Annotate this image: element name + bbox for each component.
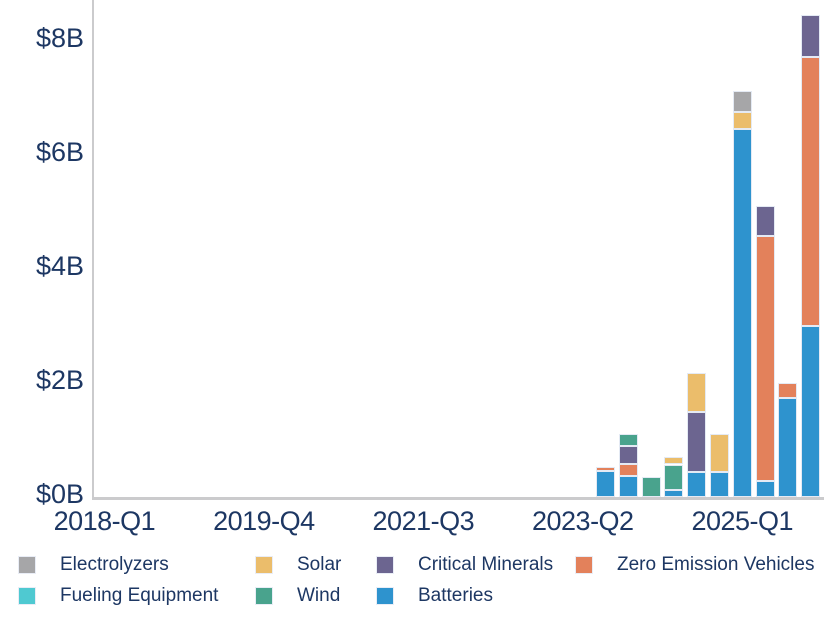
legend-swatch-wind (255, 587, 273, 605)
x-tick-label-2019-q4: 2019-Q4 (213, 506, 315, 536)
bar-segment-solar-2024-q2 (664, 456, 684, 465)
legend-swatch-critical-minerals (376, 556, 394, 574)
legend-label-fueling-equipment: Fueling Equipment (60, 585, 219, 606)
x-axis-line (92, 497, 824, 500)
bar-segment-critical-minerals-2024-q3 (687, 412, 707, 472)
bar-segment-solar-2025-q1 (732, 112, 752, 130)
bar-segment-batteries-2025-q1 (732, 129, 752, 497)
y-tick-label-4b: $4B (35, 251, 84, 281)
bar-segment-zero-emission-vehicles-2025-q3 (778, 383, 798, 398)
legend-swatch-fueling-equipment (18, 587, 36, 605)
bar-segment-batteries-2023-q4 (618, 475, 638, 497)
legend-label-zero-emission-vehicles: Zero Emission Vehicles (617, 554, 815, 575)
x-tick-label-2023-q2: 2023-Q2 (532, 506, 634, 536)
bar-segment-wind-2024-q1 (641, 477, 661, 497)
y-tick-label-0b: $0B (35, 479, 84, 509)
legend-label-batteries: Batteries (418, 585, 493, 606)
legend-label-wind: Wind (297, 585, 341, 606)
x-tick-label-2021-q3: 2021-Q3 (372, 506, 475, 536)
bar-segment-batteries-2024-q3 (687, 471, 707, 497)
bar-segment-wind-2023-q4 (618, 433, 638, 446)
bar-segment-batteries-2025-q2 (755, 481, 775, 497)
y-tick-label-6b: $6B (35, 137, 84, 167)
y-axis-line (92, 0, 94, 499)
bar-segment-zero-emission-vehicles-2025-q4 (801, 56, 821, 326)
y-tick-label-8b: $8B (35, 23, 84, 53)
bar-segment-batteries-2024-q4 (709, 471, 729, 497)
bar-segment-critical-minerals-2025-q4 (801, 14, 821, 57)
legend-swatch-batteries (376, 587, 394, 605)
bar-segment-solar-2024-q4 (709, 433, 729, 472)
bar-segment-batteries-2024-q2 (664, 490, 684, 497)
bar-segment-critical-minerals-2023-q4 (618, 445, 638, 464)
bar-segment-wind-2024-q2 (664, 464, 684, 491)
bar-segment-zero-emission-vehicles-2023-q4 (618, 463, 638, 476)
legend-label-critical-minerals: Critical Minerals (418, 554, 554, 575)
legend-swatch-solar (255, 556, 273, 574)
bar-segment-critical-minerals-2025-q2 (755, 205, 775, 236)
legend-swatch-zero-emission-vehicles (575, 556, 593, 574)
bar-segment-batteries-2023-q3 (596, 471, 616, 497)
legend-label-solar: Solar (297, 554, 342, 575)
bar-segment-solar-2024-q3 (687, 373, 707, 413)
bar-segment-electrolyzers-2025-q1 (732, 91, 752, 113)
x-tick-label-2018-q1: 2018-Q1 (53, 506, 156, 536)
legend-swatch-electrolyzers (18, 556, 36, 574)
legend-label-electrolyzers: Electrolyzers (60, 554, 169, 575)
bar-segment-batteries-2025-q4 (801, 326, 821, 497)
y-tick-label-2b: $2B (35, 365, 84, 395)
bar-segment-zero-emission-vehicles-2023-q3 (596, 467, 616, 472)
bar-segment-batteries-2025-q3 (778, 397, 798, 497)
x-tick-label-2025-q1: 2025-Q1 (691, 506, 794, 536)
bar-segment-zero-emission-vehicles-2025-q2 (755, 235, 775, 482)
